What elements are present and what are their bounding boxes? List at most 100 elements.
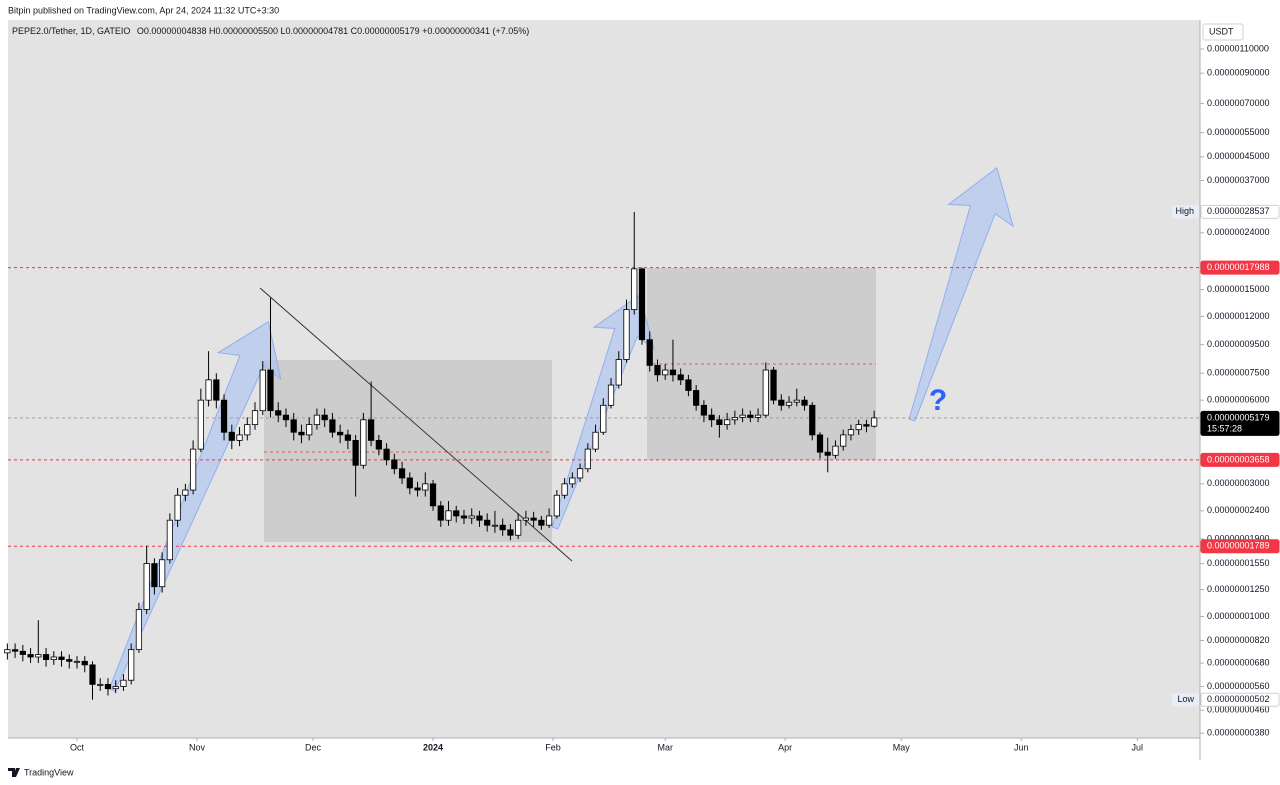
ohlc-info: O0.00000004838 H0.00000005500 L0.0000000… [137,26,529,36]
candle-body [770,369,777,401]
candle-body [824,451,831,456]
logo [8,768,20,777]
candle-body [476,515,483,521]
candle-body [685,379,692,391]
y-tick-label: 0.00000090000 [1207,68,1270,78]
candle-body [638,268,646,341]
price-badge [1200,452,1280,467]
candle-body [128,649,135,681]
candle-body [275,410,282,416]
candle-body [453,510,460,517]
time-axis [8,738,1200,760]
candle-body [313,414,321,426]
candle-body [530,517,537,521]
y-tick-label: 0.00000001250 [1207,584,1270,594]
price-badge-label: 0.00000000502 [1207,694,1270,704]
y-tick-label: 0.00000001900 [1207,533,1270,543]
candle-body [538,519,545,526]
candle-body [58,656,65,660]
candle-body [646,339,653,366]
candle-body [282,414,290,421]
candle-body [27,654,34,658]
candle-body [306,424,313,436]
candle-body [89,664,96,685]
candle-body [522,517,530,521]
candle-body [437,505,444,521]
candle-body [329,419,336,433]
candle-body [213,379,220,401]
candle-body [700,404,708,416]
candle-body [429,483,437,507]
currency: USDT [1209,26,1234,36]
x-tick-label: Jun [1014,742,1029,752]
candle-body [785,401,793,406]
price-tag: High [1175,206,1194,216]
candle-body [499,524,506,531]
candle-body [708,414,715,421]
candle-body [801,399,808,406]
candle-body [259,369,266,412]
x-axis: Oct Nov Dec 2024 Feb Mar Apr May Jun Jul [70,738,1143,752]
x-tick-label: Dec [305,742,322,752]
candle-body [205,379,212,401]
candle-body [422,483,429,491]
y-tick-label: 0.00000015000 [1207,284,1270,294]
candle-body [73,660,81,663]
candle-body [228,431,235,441]
y-tick-label: 0.00000009500 [1207,339,1270,349]
candle-body [484,519,491,526]
candle-body [360,419,367,466]
candle-body [375,439,382,450]
price-tag-box [1172,205,1199,219]
y-tick-label: 0.00000001550 [1207,558,1270,568]
y-tick-label: 0.00000070000 [1207,98,1270,108]
candle-body [553,494,560,517]
currency-box [1202,23,1244,41]
candle-body [197,399,204,450]
candle-body [42,654,50,660]
candle-body [832,445,839,456]
price-badge-label: 0.00000001789 [1207,541,1270,551]
candle-body [762,369,769,416]
price-badge [1200,260,1280,275]
candle-body [623,309,630,360]
range-box [264,360,552,542]
candle-body [35,654,42,658]
candle-body [631,268,638,311]
candle-body [677,374,684,381]
price-badge-label: 0.00000005179 [1207,412,1270,422]
symbol-title: PEPE2.0/Tether, 1D, GATEIO [12,26,130,36]
candle-body [855,424,862,431]
candle-body [81,660,88,666]
y-tick-label: 0.00000012000 [1207,311,1270,321]
candle-body [739,414,746,418]
candle-body [546,515,553,526]
x-tick-label: Nov [189,742,206,752]
price-markers: 0.00000028537 High 0.00000017988 0.00000005… [1172,204,1280,707]
price-tag-box [1172,693,1199,707]
candle-body [189,448,197,491]
price-badge [1200,539,1280,554]
candles [4,211,1200,700]
y-tick-label: 0.00000001000 [1207,611,1270,621]
y-tick-label: 0.00000000380 [1207,728,1270,738]
candle-body [298,431,305,436]
candle-body [151,563,158,588]
candle-body [669,369,677,376]
y-tick-label: 0.00000002400 [1207,505,1270,515]
candle-body [600,404,607,433]
candle-body [220,399,228,433]
candle-body [716,419,723,426]
y-tick-label: 0.00000110000 [1207,43,1269,53]
candle-body [112,686,119,690]
price-badge [1200,692,1280,707]
header: Bitpin published on TradingView.com, Apr… [8,5,279,15]
candle-body [491,524,499,527]
candle-body [159,559,166,588]
candle-body [816,434,824,453]
candle-body [174,494,181,521]
candle-body [724,419,731,426]
candle-body [871,417,878,427]
footer: TradingView [24,767,74,777]
y-tick-label: 0.00000007500 [1207,368,1270,378]
